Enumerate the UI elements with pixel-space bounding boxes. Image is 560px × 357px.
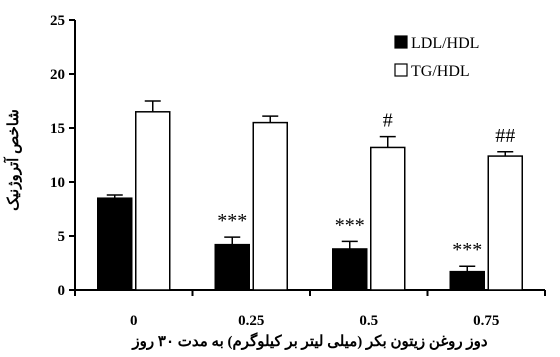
legend: LDL/HDL TG/HDL xyxy=(394,35,479,80)
x-tick-label: 0.5 xyxy=(359,313,378,329)
legend-label: TG/HDL xyxy=(411,63,470,80)
y-tick-label: 0 xyxy=(58,283,66,299)
x-tick-label: 0.75 xyxy=(473,313,499,329)
bar-tg-hdl xyxy=(252,121,288,291)
bar-ldl-hdl xyxy=(449,270,485,291)
bars: *** ******### xyxy=(97,100,523,291)
legend-swatch xyxy=(394,63,408,77)
bar-tg-hdl xyxy=(370,146,406,291)
y-tick-label: 15 xyxy=(50,121,65,137)
x-tick-label: 0.25 xyxy=(238,313,264,329)
y-axis-title: شاخص آتروژنیک xyxy=(3,109,22,211)
legend-label: LDL/HDL xyxy=(411,35,479,52)
x-tick-label: 0 xyxy=(130,313,138,329)
bar-tg-hdl xyxy=(135,111,171,291)
significance-label: ## xyxy=(495,125,515,147)
significance-label: *** xyxy=(335,214,365,236)
y-tick-label: 20 xyxy=(50,67,65,83)
significance-label: # xyxy=(383,110,393,132)
y-tick-label: 25 xyxy=(50,13,65,29)
y-tick-label: 10 xyxy=(50,175,65,191)
bar-ldl-hdl xyxy=(332,248,368,291)
y-tick-label: 5 xyxy=(58,229,66,245)
significance-label: *** xyxy=(217,210,247,232)
axes: 0 5 10 15 20 25 0 0.25 0.5 0.75 xyxy=(50,13,546,329)
legend-swatch xyxy=(394,35,408,49)
bar-ldl-hdl xyxy=(97,197,133,291)
bar-ldl-hdl xyxy=(214,243,250,291)
significance-label: *** xyxy=(452,239,482,261)
bar-tg-hdl xyxy=(487,155,523,291)
x-axis-title: دوز روغن زیتون بکر (میلی لیتر بر کیلوگرم… xyxy=(131,332,487,350)
